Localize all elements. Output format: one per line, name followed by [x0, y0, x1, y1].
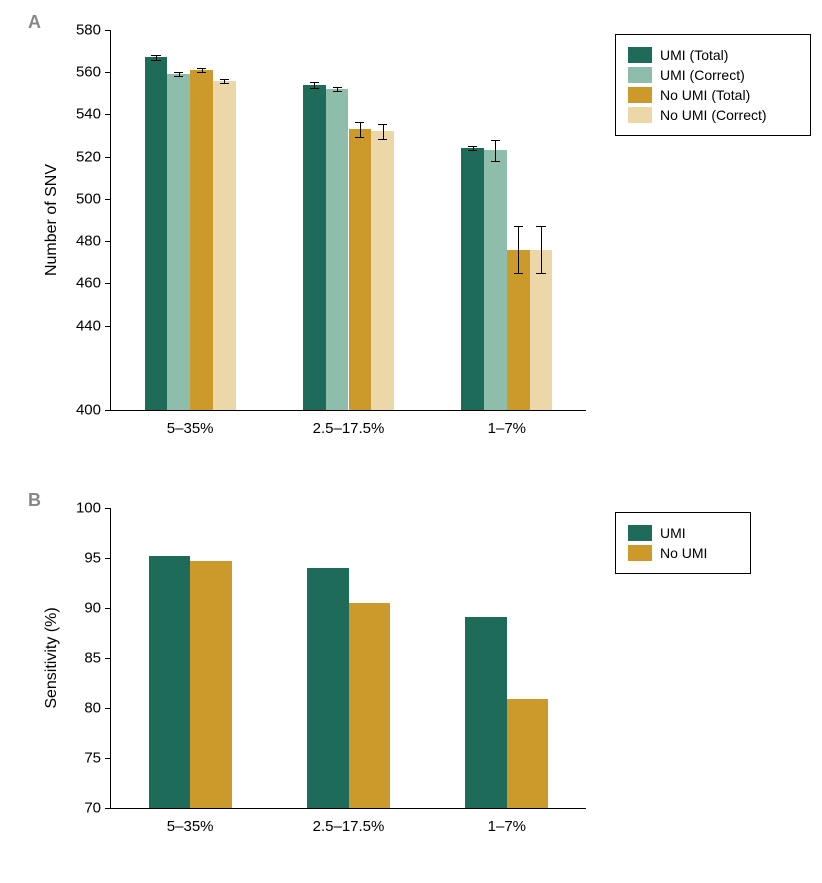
errorbar-cap — [355, 137, 364, 138]
legend-label: No UMI — [660, 545, 707, 561]
errorbar-cap — [536, 273, 545, 274]
figure: A B Number of SNV Sensitivity (%) 400440… — [0, 0, 822, 883]
bar-umi_correct — [167, 74, 190, 410]
legend-label: UMI (Total) — [660, 47, 728, 63]
ytick-label: 90 — [84, 600, 111, 617]
panel-a-legend: UMI (Total) UMI (Correct) No UMI (Total) No… — [615, 34, 811, 136]
legend-item-umi: UMI — [628, 525, 738, 541]
errorbar-cap — [197, 68, 206, 69]
errorbar-cap — [514, 226, 523, 227]
xtick-label: 1–7% — [488, 808, 526, 835]
bar-noumi_total — [349, 129, 372, 410]
bar-noumi_correct — [371, 131, 394, 410]
ytick-label: 80 — [84, 700, 111, 717]
panel-a-plot: 4004404604805005205405605805–35%2.5–17.5… — [110, 30, 586, 411]
ytick-label: 95 — [84, 550, 111, 567]
errorbar — [360, 122, 361, 137]
errorbar-cap — [220, 83, 229, 84]
bar-noumi_total — [190, 70, 213, 410]
xtick-label: 5–35% — [167, 410, 214, 437]
panel-a-ylabel: Number of SNV — [43, 164, 61, 276]
bar-noumi_correct — [213, 81, 236, 410]
legend-swatch — [628, 545, 652, 561]
errorbar — [383, 124, 384, 139]
ytick-label: 500 — [76, 190, 111, 207]
xtick-label: 2.5–17.5% — [313, 410, 385, 437]
errorbar-cap — [333, 91, 342, 92]
xtick-label: 2.5–17.5% — [313, 808, 385, 835]
errorbar-cap — [514, 273, 523, 274]
panel-b-legend: UMI No UMI — [615, 512, 751, 574]
errorbar-cap — [151, 55, 160, 56]
bar-umi_correct — [484, 150, 507, 410]
bar-noumi — [349, 603, 391, 808]
errorbar-cap — [310, 88, 319, 89]
panel-b-plot: 7075808590951005–35%2.5–17.5%1–7% — [110, 508, 586, 809]
ytick-label: 100 — [76, 500, 111, 517]
panel-a-label: A — [28, 12, 41, 33]
errorbar-cap — [333, 87, 342, 88]
errorbar-cap — [491, 140, 500, 141]
legend-item-umi_correct: UMI (Correct) — [628, 67, 798, 83]
ytick-label: 70 — [84, 800, 111, 817]
errorbar-cap — [174, 76, 183, 77]
ytick-label: 440 — [76, 317, 111, 334]
bar-umi — [149, 556, 191, 808]
legend-swatch — [628, 107, 652, 123]
legend-label: UMI — [660, 525, 686, 541]
bar-umi — [307, 568, 349, 808]
ytick-label: 560 — [76, 64, 111, 81]
errorbar — [541, 226, 542, 272]
ytick-label: 580 — [76, 22, 111, 39]
ytick-label: 520 — [76, 148, 111, 165]
errorbar-cap — [536, 226, 545, 227]
legend-label: No UMI (Correct) — [660, 107, 767, 123]
legend-item-noumi_correct: No UMI (Correct) — [628, 107, 798, 123]
panel-b-label: B — [28, 490, 41, 511]
panel-b-ylabel: Sensitivity (%) — [43, 607, 61, 708]
legend-swatch — [628, 67, 652, 83]
legend-swatch — [628, 525, 652, 541]
errorbar-cap — [378, 139, 387, 140]
errorbar — [518, 226, 519, 272]
bar-noumi — [190, 561, 232, 808]
errorbar-cap — [151, 60, 160, 61]
ytick-label: 85 — [84, 650, 111, 667]
errorbar-cap — [310, 82, 319, 83]
legend-swatch — [628, 47, 652, 63]
legend-label: No UMI (Total) — [660, 87, 750, 103]
errorbar-cap — [220, 79, 229, 80]
bar-umi_total — [145, 57, 168, 410]
bar-umi_correct — [326, 89, 349, 410]
bar-umi — [465, 617, 507, 808]
ytick-label: 460 — [76, 275, 111, 292]
bar-noumi — [507, 699, 549, 808]
errorbar-cap — [197, 72, 206, 73]
ytick-label: 75 — [84, 750, 111, 767]
legend-label: UMI (Correct) — [660, 67, 745, 83]
legend-item-noumi_total: No UMI (Total) — [628, 87, 798, 103]
bar-umi_total — [303, 85, 326, 410]
legend-item-noumi: No UMI — [628, 545, 738, 561]
errorbar-cap — [378, 124, 387, 125]
errorbar-cap — [355, 122, 364, 123]
legend-swatch — [628, 87, 652, 103]
errorbar-cap — [174, 72, 183, 73]
errorbar — [495, 140, 496, 161]
ytick-label: 540 — [76, 106, 111, 123]
errorbar-cap — [468, 150, 477, 151]
xtick-label: 1–7% — [488, 410, 526, 437]
errorbar-cap — [491, 161, 500, 162]
ytick-label: 480 — [76, 233, 111, 250]
errorbar-cap — [468, 146, 477, 147]
xtick-label: 5–35% — [167, 808, 214, 835]
ytick-label: 400 — [76, 402, 111, 419]
bar-umi_total — [461, 148, 484, 410]
legend-item-umi_total: UMI (Total) — [628, 47, 798, 63]
